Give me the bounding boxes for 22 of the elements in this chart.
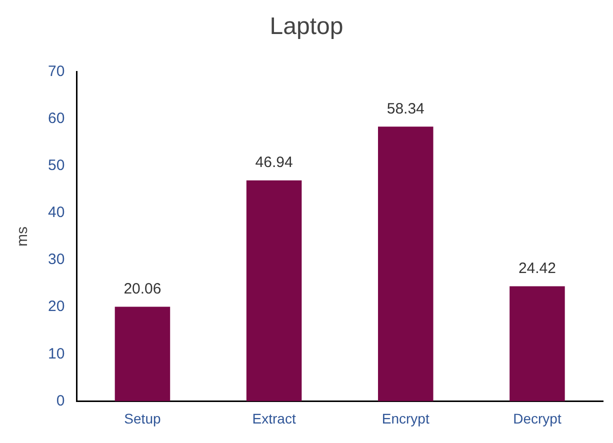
y-tick-label: 20 xyxy=(48,298,65,316)
data-label: 24.42 xyxy=(518,260,556,277)
y-axis-title: ms xyxy=(14,226,32,246)
data-label: 20.06 xyxy=(124,280,162,298)
data-label: 46.94 xyxy=(255,154,293,171)
bar xyxy=(246,180,302,402)
bar xyxy=(510,286,565,402)
x-tick-label: Setup xyxy=(124,410,161,426)
x-tick-label: Extract xyxy=(252,410,296,426)
y-tick-label: 70 xyxy=(48,62,65,80)
bar xyxy=(378,126,434,402)
bar xyxy=(114,306,170,402)
x-tick-label: Decrypt xyxy=(513,410,562,426)
chart-title: Laptop xyxy=(270,13,344,40)
y-tick-label: 0 xyxy=(56,392,65,410)
y-tick-label: 60 xyxy=(48,110,65,127)
x-tick-label: Encrypt xyxy=(382,410,430,426)
y-tick-label: 10 xyxy=(48,345,65,362)
y-tick-label: 30 xyxy=(48,251,65,268)
y-tick-label: 50 xyxy=(48,157,65,174)
data-label: 58.34 xyxy=(386,100,424,118)
y-tick-label: 40 xyxy=(48,204,65,222)
